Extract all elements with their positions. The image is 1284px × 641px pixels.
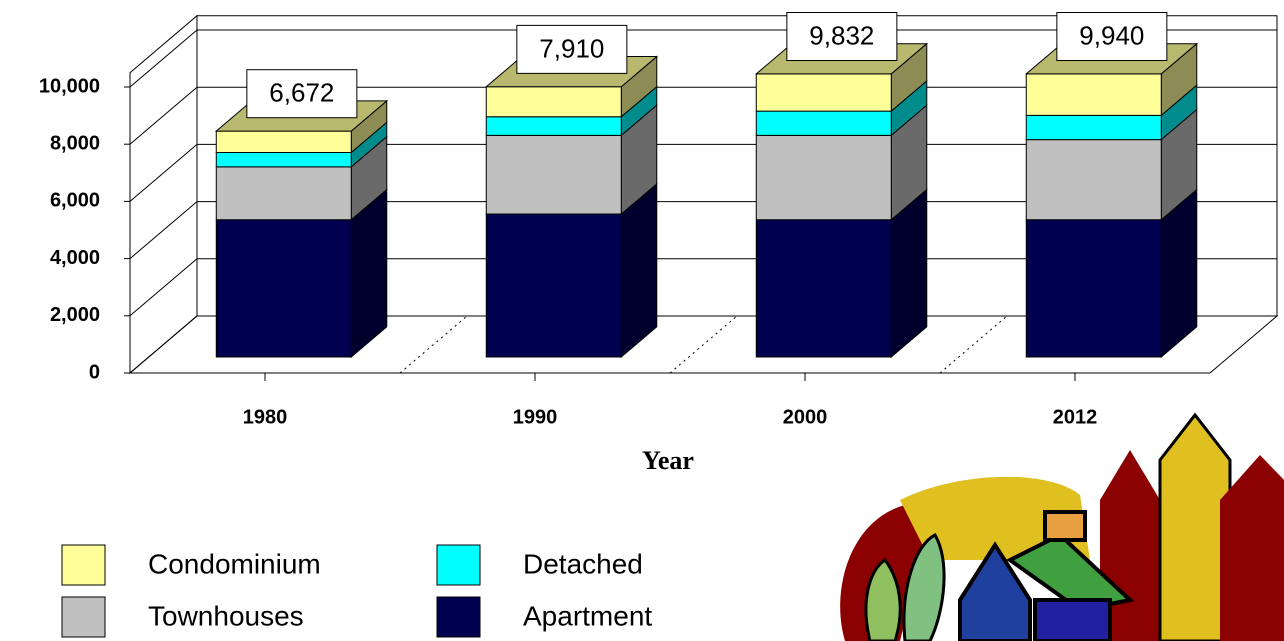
x-axis-label: Year [642, 446, 694, 475]
legend-label: Townhouses [148, 600, 304, 631]
legend-swatch [437, 545, 480, 585]
legend-swatch [437, 597, 480, 637]
y-tick-label: 10,000 [39, 75, 100, 97]
bar [756, 220, 891, 357]
bar [1026, 74, 1161, 115]
bar [1026, 220, 1161, 357]
bar [1026, 115, 1161, 139]
y-tick-label: 2,000 [50, 304, 100, 326]
total-label: 9,832 [809, 20, 874, 50]
bar [486, 214, 621, 357]
legend-label: Detached [523, 548, 643, 579]
legend-swatch [62, 545, 105, 585]
y-tick-label: 8,000 [50, 132, 100, 154]
total-label: 6,672 [269, 78, 334, 108]
total-label: 9,940 [1079, 20, 1144, 50]
y-tick-label: 6,000 [50, 190, 100, 212]
clip-art [840, 415, 1284, 641]
x-tick-label: 1990 [513, 406, 558, 428]
x-tick-label: 2000 [783, 406, 828, 428]
bar [1026, 140, 1161, 220]
bar [756, 135, 891, 219]
legend-label: Apartment [523, 600, 652, 631]
bar [756, 74, 891, 111]
legend-swatch [62, 597, 105, 637]
total-label: 7,910 [539, 33, 604, 63]
bar [486, 135, 621, 214]
chart: 0 2,000 4,000 6,000 8,000 10,000 1980 6,672 1990… [0, 0, 1284, 641]
bar [216, 167, 351, 220]
legend-label: Condominium [148, 548, 321, 579]
bar [486, 117, 621, 136]
bar [756, 111, 891, 135]
bar [216, 131, 351, 152]
y-tick-label: 4,000 [50, 247, 100, 269]
bar [486, 87, 621, 117]
x-tick-label: 1980 [243, 406, 288, 428]
bar [216, 153, 351, 167]
left-wall [130, 16, 197, 373]
x-tick-label: 2012 [1053, 406, 1098, 428]
y-tick-label: 0 [89, 361, 100, 383]
bar [216, 220, 351, 357]
